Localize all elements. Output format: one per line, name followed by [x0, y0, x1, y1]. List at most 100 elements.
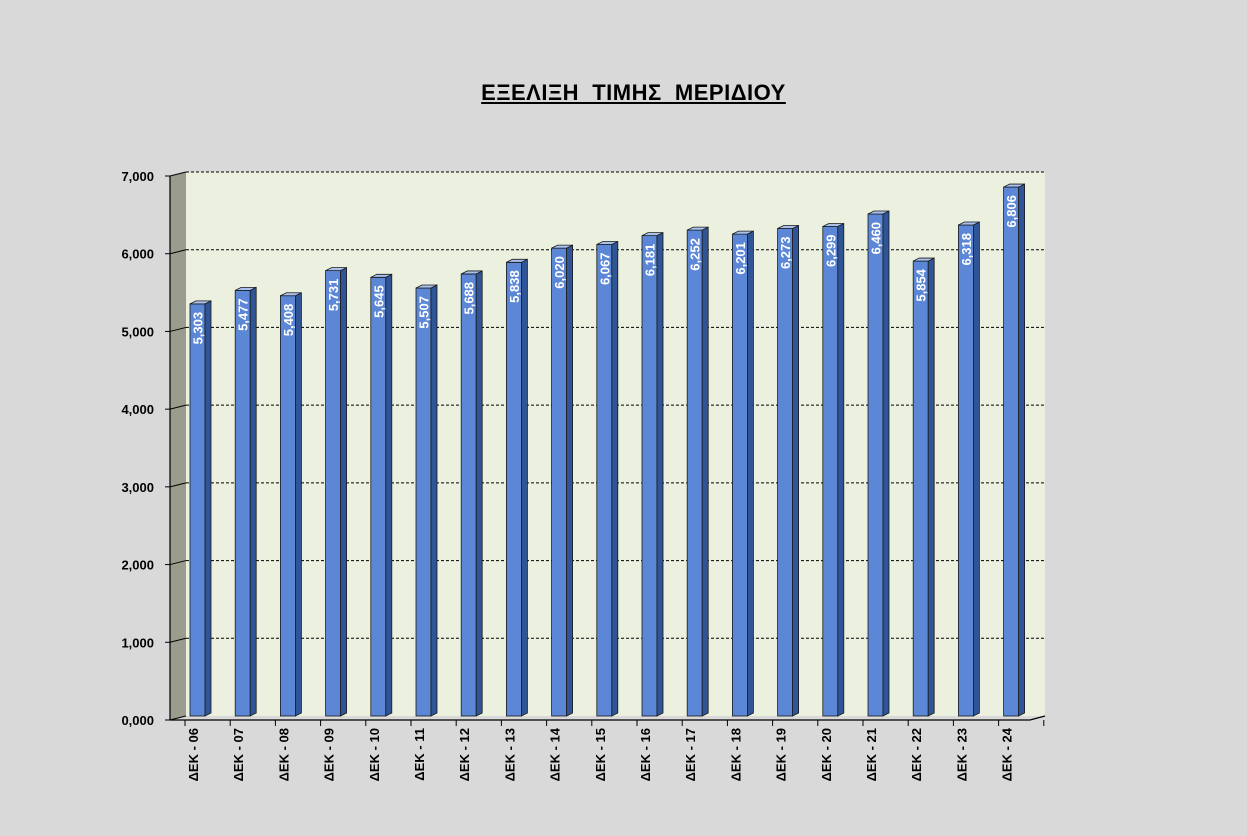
x-tick-label: ΔΕΚ - 18 [728, 728, 743, 781]
data-label: 6,020 [552, 256, 567, 289]
x-tick-label: ΔΕΚ - 24 [1000, 727, 1015, 781]
bar-top [415, 284, 438, 289]
bar-side [747, 230, 754, 717]
bar: 6,273 [777, 224, 799, 717]
bar-side [882, 210, 890, 717]
data-label: 5,645 [371, 285, 386, 318]
bar-top [189, 300, 212, 305]
gridline-wall [169, 171, 187, 177]
bar: 5,838 [505, 258, 528, 717]
gridline-wall [169, 404, 187, 410]
bar-side [566, 244, 573, 717]
bar-front [596, 244, 613, 717]
bar-top [958, 221, 980, 226]
data-label: 6,201 [733, 242, 748, 275]
chart-title: ΕΞΕΛΙΞΗ ΤΙΜΗΣ ΜΕΡΙΔΙΟΥ [481, 80, 786, 105]
bar: 5,408 [279, 292, 302, 717]
data-label: 5,477 [236, 298, 251, 331]
data-label: 6,273 [778, 236, 793, 269]
bar-side [792, 224, 799, 717]
bar-top [867, 210, 890, 215]
gridlines [169, 171, 1045, 643]
bar-top [551, 244, 573, 249]
bar-front [551, 247, 567, 717]
data-label: 6,318 [959, 233, 974, 266]
data-label: 5,408 [281, 304, 296, 337]
data-label: 5,838 [507, 270, 522, 303]
data-label: 5,507 [417, 296, 432, 329]
bar-top [1003, 183, 1025, 188]
bar-front [912, 260, 929, 717]
bar-front [686, 229, 703, 717]
bar-front [189, 303, 206, 717]
bar-side [475, 270, 483, 717]
x-tick-label: ΔΕΚ - 19 [774, 728, 789, 781]
bar-top [641, 232, 664, 237]
bar-front [641, 235, 658, 717]
bar: 5,507 [415, 284, 438, 717]
bar-front [505, 261, 522, 717]
gridline-wall [169, 326, 187, 332]
bar-top [280, 292, 302, 297]
bar-side [294, 292, 302, 717]
y-tick-label: 0,000 [121, 713, 154, 728]
x-tick-label: ΔΕΚ - 07 [231, 728, 246, 781]
bar: 6,020 [551, 244, 573, 717]
bar-side [701, 226, 709, 717]
bar-front [822, 226, 839, 717]
y-tick-label: 2,000 [121, 558, 154, 573]
bar-front [777, 228, 793, 717]
bar-side [611, 240, 619, 717]
bar: 6,252 [686, 226, 709, 717]
bar-side [385, 273, 393, 717]
bar: 6,181 [641, 232, 664, 717]
bar: 5,303 [189, 300, 212, 717]
bar-top [461, 270, 483, 275]
bar: 6,806 [1003, 183, 1025, 717]
data-label: 6,460 [869, 222, 884, 255]
y-tick-label: 1,000 [121, 635, 154, 650]
bar: 6,067 [596, 240, 619, 717]
gridline-wall [169, 482, 187, 488]
data-label: 6,252 [688, 238, 703, 271]
plot-floor-edge [169, 715, 187, 721]
x-tick-label: ΔΕΚ - 17 [683, 728, 698, 781]
data-label: 6,806 [1004, 195, 1019, 228]
bar-front [867, 213, 884, 717]
bar: 5,854 [912, 257, 935, 717]
x-axis-ticks: ΔΕΚ - 06 ΔΕΚ - 07 ΔΕΚ - 08 ΔΕΚ - 09 ΔΕΚ - 10… [184, 720, 1045, 781]
bar: 5,688 [460, 270, 483, 717]
x-tick-label: ΔΕΚ - 21 [864, 728, 879, 781]
plot-left-wall [170, 172, 186, 720]
bar-front [279, 295, 296, 717]
gridline-wall [169, 560, 187, 566]
bar: 6,318 [958, 221, 980, 717]
y-tick-label: 7,000 [121, 169, 154, 184]
bar-front [415, 287, 432, 717]
bar-side [837, 222, 845, 717]
bar: 5,731 [325, 266, 348, 717]
bar-front [958, 224, 974, 717]
bar-side [204, 300, 212, 717]
bar-side [521, 258, 528, 717]
x-tick-label: ΔΕΚ - 22 [909, 728, 924, 781]
bar-top [370, 273, 392, 278]
plot-floor [170, 715, 1046, 721]
y-tick-label: 3,000 [121, 480, 154, 495]
bar-side [927, 257, 935, 717]
bar-front [732, 233, 748, 717]
bar-side [973, 221, 980, 717]
bars: 5,303 5,477 5,408 5,731 5,645 5,507 5,688 5,838… [189, 183, 1025, 717]
bar-front [325, 270, 342, 717]
x-tick-label: ΔΕΚ - 20 [819, 728, 834, 781]
bar-top [596, 241, 618, 245]
bar-top [732, 230, 754, 235]
bar-top [822, 223, 844, 227]
x-tick-label: ΔΕΚ - 12 [457, 728, 472, 781]
data-label: 5,688 [462, 282, 477, 315]
bar: 6,460 [867, 210, 890, 717]
bar: 5,477 [234, 286, 257, 717]
bar-top [913, 257, 935, 262]
y-axis-ticks: 0,000 1,000 2,000 3,000 4,000 5,000 6,000 7,000 [121, 169, 171, 728]
data-label: 5,303 [191, 312, 206, 345]
